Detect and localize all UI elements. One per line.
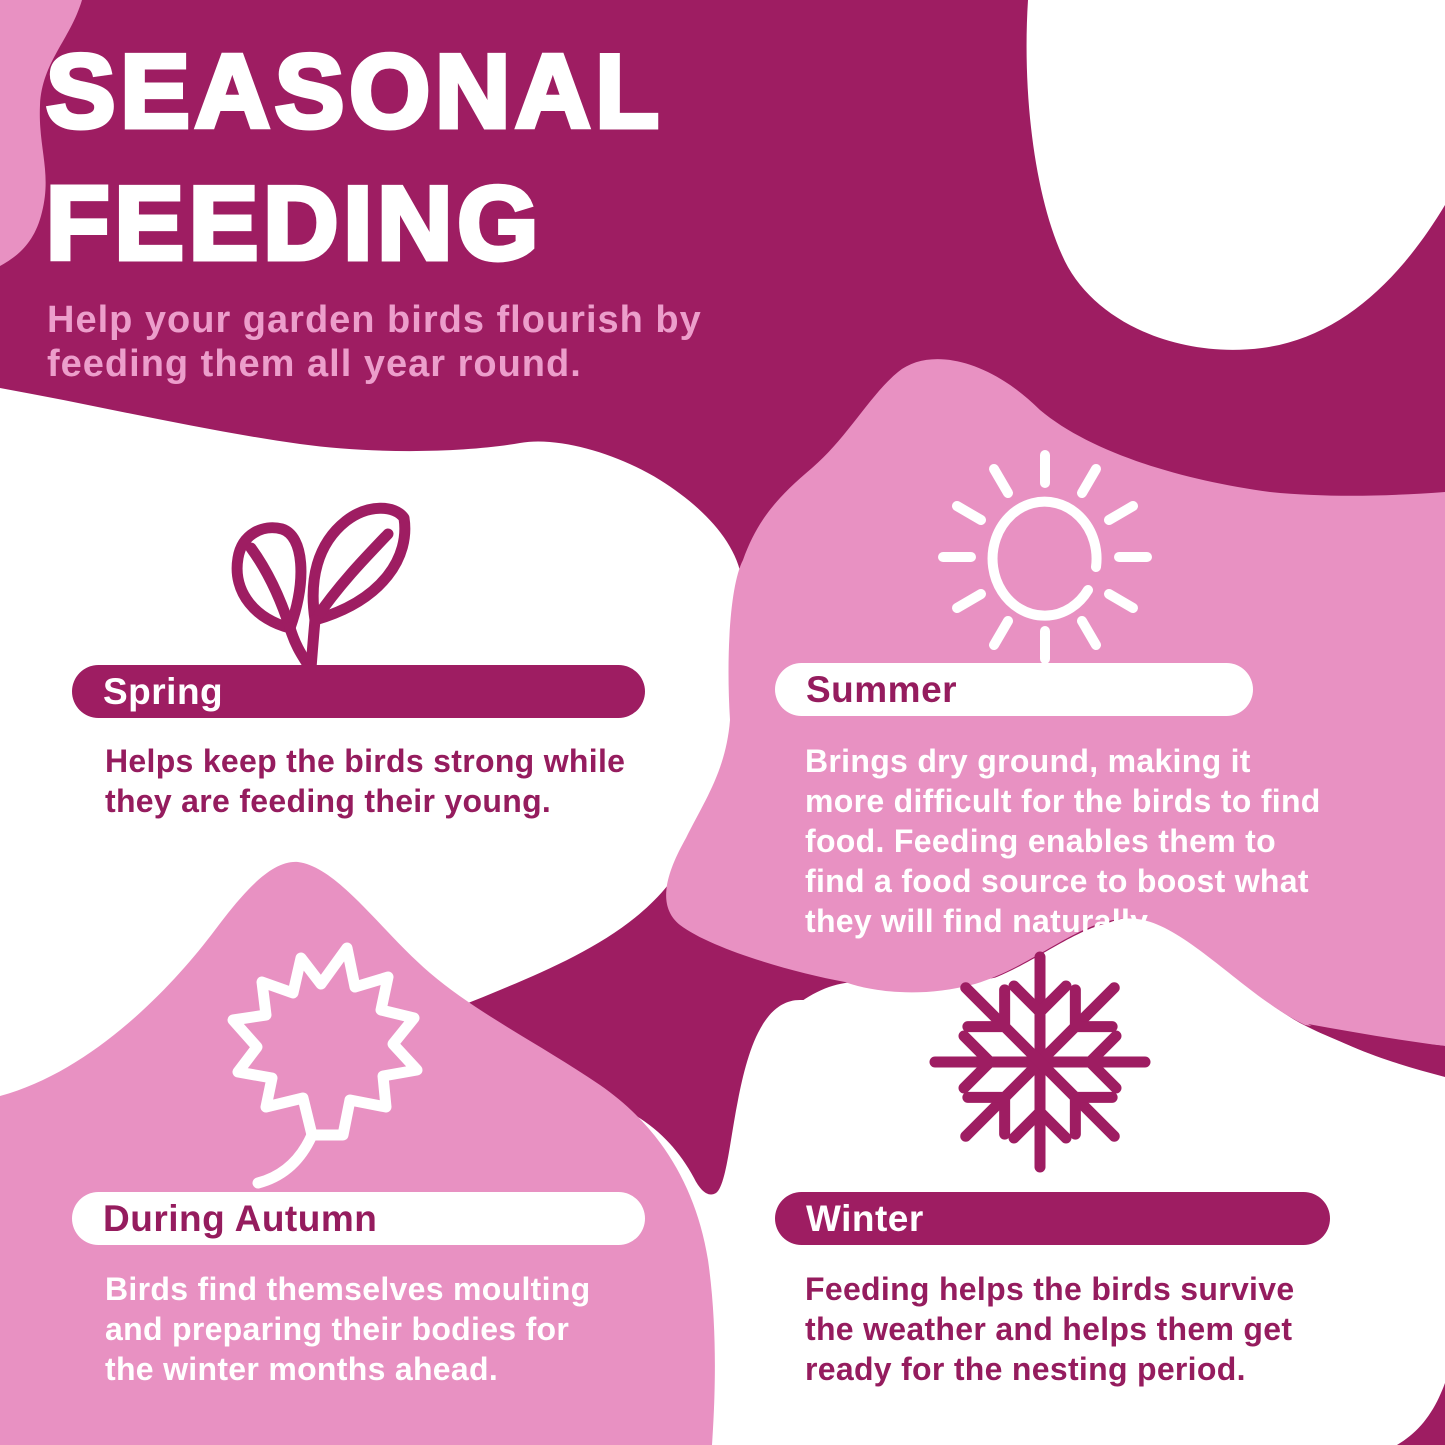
spring-description-line: Helps keep the birds strong while xyxy=(105,743,626,779)
page-subtitle-line2: feeding them all year round. xyxy=(47,343,582,385)
autumn-description: Birds find themselves moulting and prepa… xyxy=(105,1269,591,1389)
summer-description-line: Brings dry ground, making it xyxy=(805,743,1251,779)
page-subtitle: Help your garden birds flourish by feedi… xyxy=(47,298,702,386)
winter-description-line: the weather and helps them get xyxy=(805,1311,1293,1347)
top-left-pink-blob xyxy=(0,0,82,266)
spring-description: Helps keep the birds strong while they a… xyxy=(105,741,625,821)
snowflake-icon xyxy=(935,957,1145,1167)
autumn-pill: During Autumn xyxy=(72,1192,645,1245)
spring-pill: Spring xyxy=(72,665,645,718)
bottom-right-magenta-wedge xyxy=(1397,1383,1445,1445)
winter-description-line: Feeding helps the birds survive xyxy=(805,1271,1295,1307)
page-subtitle-line1: Help your garden birds flourish by xyxy=(47,299,702,341)
autumn-description-line: the winter months ahead. xyxy=(105,1351,499,1387)
winter-pill: Winter xyxy=(775,1192,1330,1245)
winter-description-line: ready for the nesting period. xyxy=(805,1351,1246,1387)
summer-label: Summer xyxy=(806,668,958,710)
top-right-white-blob xyxy=(1026,0,1445,350)
winter-label: Winter xyxy=(806,1197,924,1239)
right-edge-magenta-sliver xyxy=(1308,1024,1445,1077)
summer-description-line: they will find naturally. xyxy=(805,903,1156,939)
page-title-line2: FEEDING xyxy=(44,164,544,285)
spring-white-blob xyxy=(0,388,745,1110)
page-title-line1: SEASONAL xyxy=(44,32,664,153)
summer-description-line: food. Feeding enables them to xyxy=(805,823,1276,859)
summer-description-line: find a food source to boost what xyxy=(805,863,1309,899)
summer-pill: Summer xyxy=(775,663,1253,716)
autumn-description-line: Birds find themselves moulting xyxy=(105,1271,591,1307)
page-title: SEASONAL FEEDING xyxy=(44,26,664,290)
winter-white-blob xyxy=(729,917,1445,1445)
autumn-label: During Autumn xyxy=(103,1197,378,1239)
sprout-leaves-icon xyxy=(231,502,411,674)
summer-description-line: more difficult for the birds to find xyxy=(805,783,1321,819)
winter-description: Feeding helps the birds survive the weat… xyxy=(805,1269,1294,1389)
sun-icon xyxy=(938,450,1152,664)
autumn-pink-blob xyxy=(0,861,715,1445)
autumn-description-line: and preparing their bodies for xyxy=(105,1311,570,1347)
summer-description: Brings dry ground, making it more diffic… xyxy=(805,741,1321,941)
spring-description-line: they are feeding their young. xyxy=(105,783,552,819)
maple-leaf-icon xyxy=(227,942,423,1189)
spring-label: Spring xyxy=(103,670,224,712)
